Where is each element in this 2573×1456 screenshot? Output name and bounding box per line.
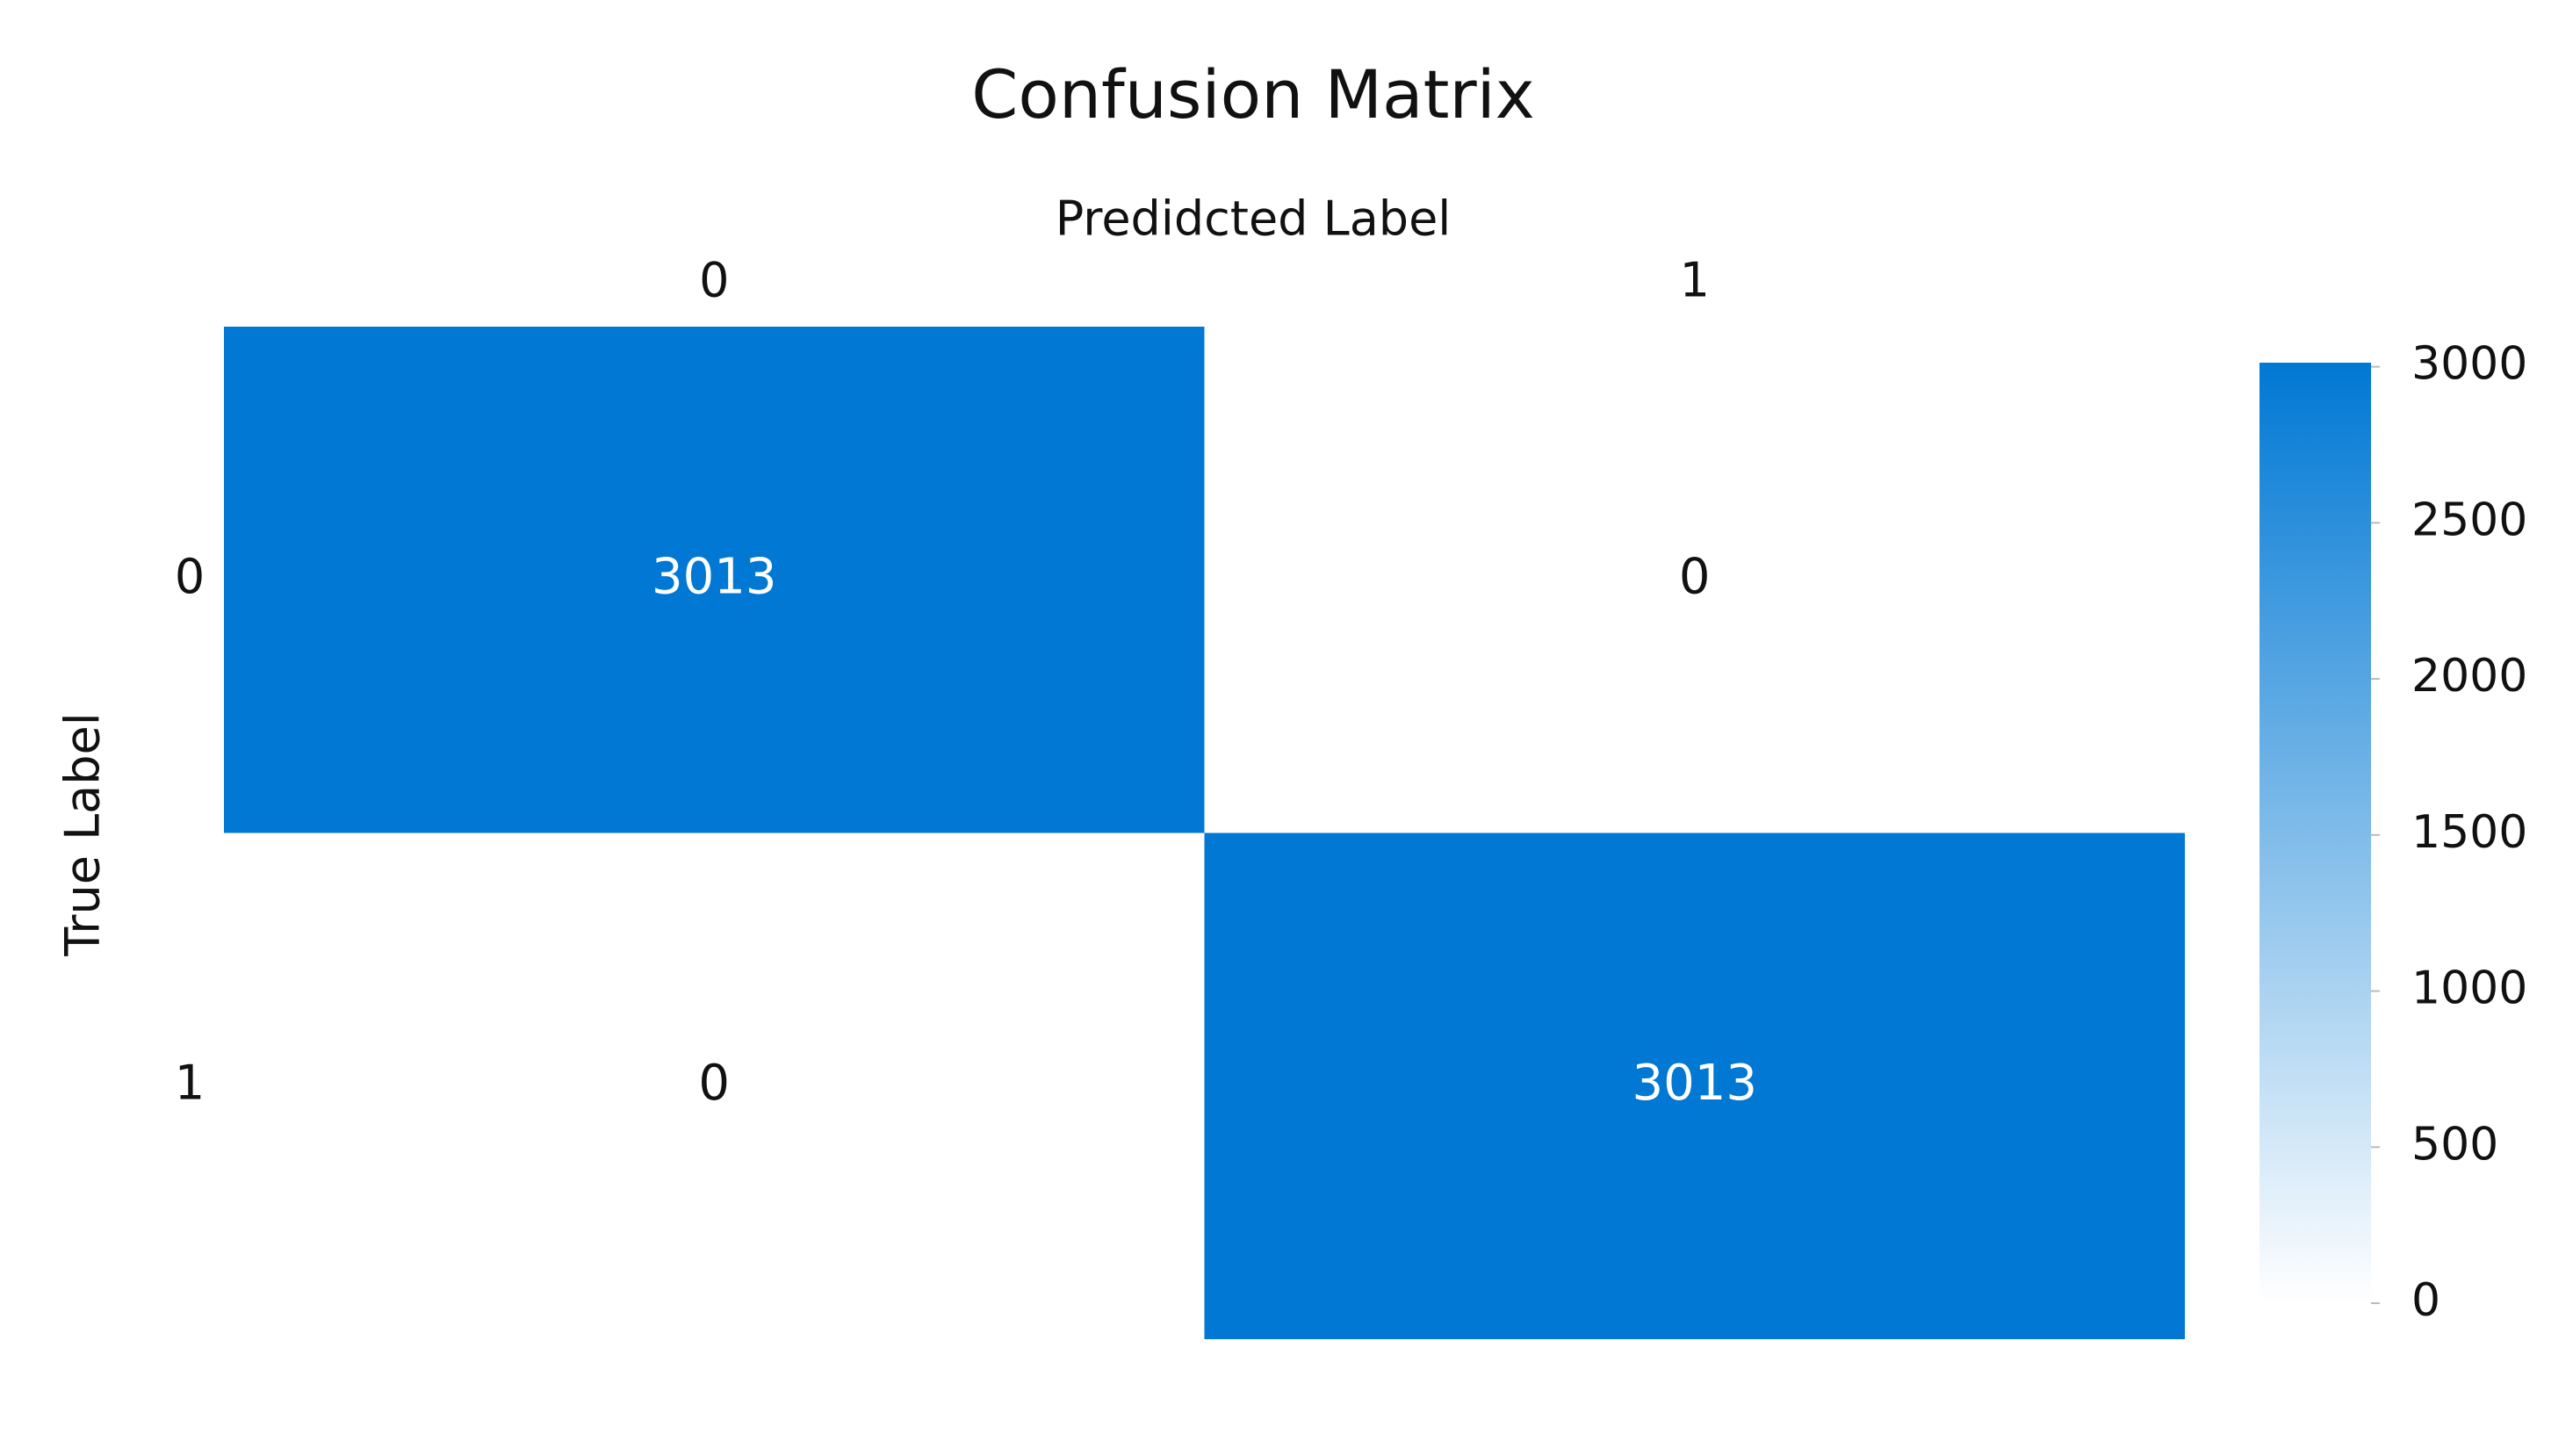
colorbar-tick-label: 2000	[2411, 650, 2527, 703]
colorbar-tick-label: 0	[2411, 1274, 2440, 1327]
heatmap-cell	[1204, 833, 2185, 1339]
chart-title: Confusion Matrix	[971, 55, 1534, 133]
heatmap-cell	[224, 327, 1205, 833]
y-tick-label: 0	[175, 549, 205, 604]
cell-label: 0	[698, 1055, 730, 1112]
heatmap-cell	[1204, 327, 2185, 833]
y-axis-label: True Label	[55, 712, 111, 957]
colorbar-tick-label: 3000	[2411, 338, 2527, 391]
colorbar-tick-label: 1000	[2411, 962, 2527, 1015]
cell-label: 3013	[1632, 1055, 1757, 1112]
colorbar	[2259, 363, 2371, 1303]
heatmap-cell	[224, 833, 1205, 1339]
cell-label: 3013	[652, 548, 777, 605]
colorbar-tick-label: 1500	[2411, 806, 2527, 859]
x-axis-label: Predidcted Label	[1056, 191, 1452, 247]
cell-label: 0	[1679, 548, 1711, 605]
x-tick-label: 0	[699, 253, 729, 308]
colorbar-tick-label: 500	[2411, 1118, 2498, 1171]
x-tick-label: 1	[1680, 253, 1710, 308]
y-tick-label: 1	[175, 1055, 205, 1110]
colorbar-tick-label: 2500	[2411, 494, 2527, 546]
